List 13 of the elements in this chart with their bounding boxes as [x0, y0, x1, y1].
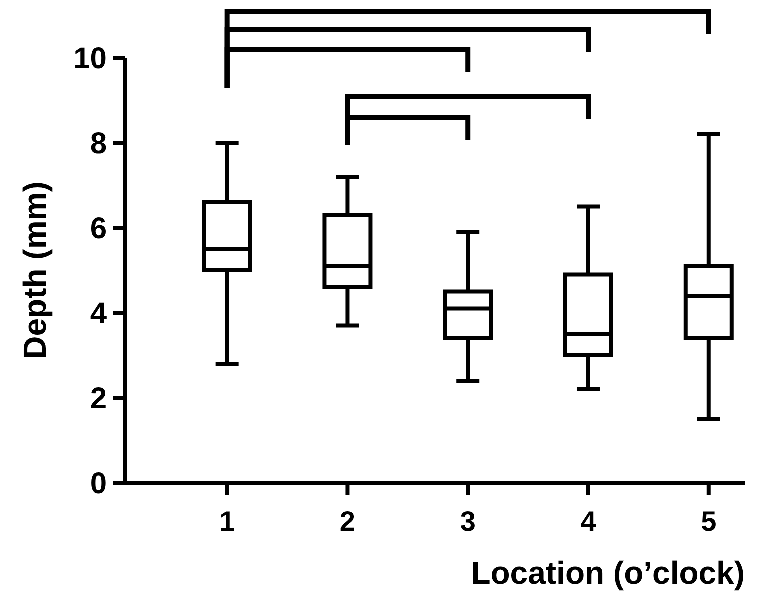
y-axis-title: Depth (mm): [17, 182, 53, 360]
x-tick-label: 4: [580, 506, 597, 537]
y-tick-label: 2: [90, 382, 107, 416]
x-tick-label: 5: [701, 506, 717, 537]
y-tick-label: 0: [90, 468, 107, 500]
y-tick-label: 10: [74, 42, 107, 76]
y-tick-label: 4: [90, 298, 108, 330]
x-tick-label: 2: [340, 506, 356, 537]
x-axis-title: Location (o’clock): [471, 555, 745, 591]
y-tick-label: 6: [90, 212, 107, 246]
y-tick-label: 8: [90, 128, 107, 160]
x-tick-label: 3: [460, 506, 476, 537]
x-tick-label: 1: [220, 506, 236, 537]
